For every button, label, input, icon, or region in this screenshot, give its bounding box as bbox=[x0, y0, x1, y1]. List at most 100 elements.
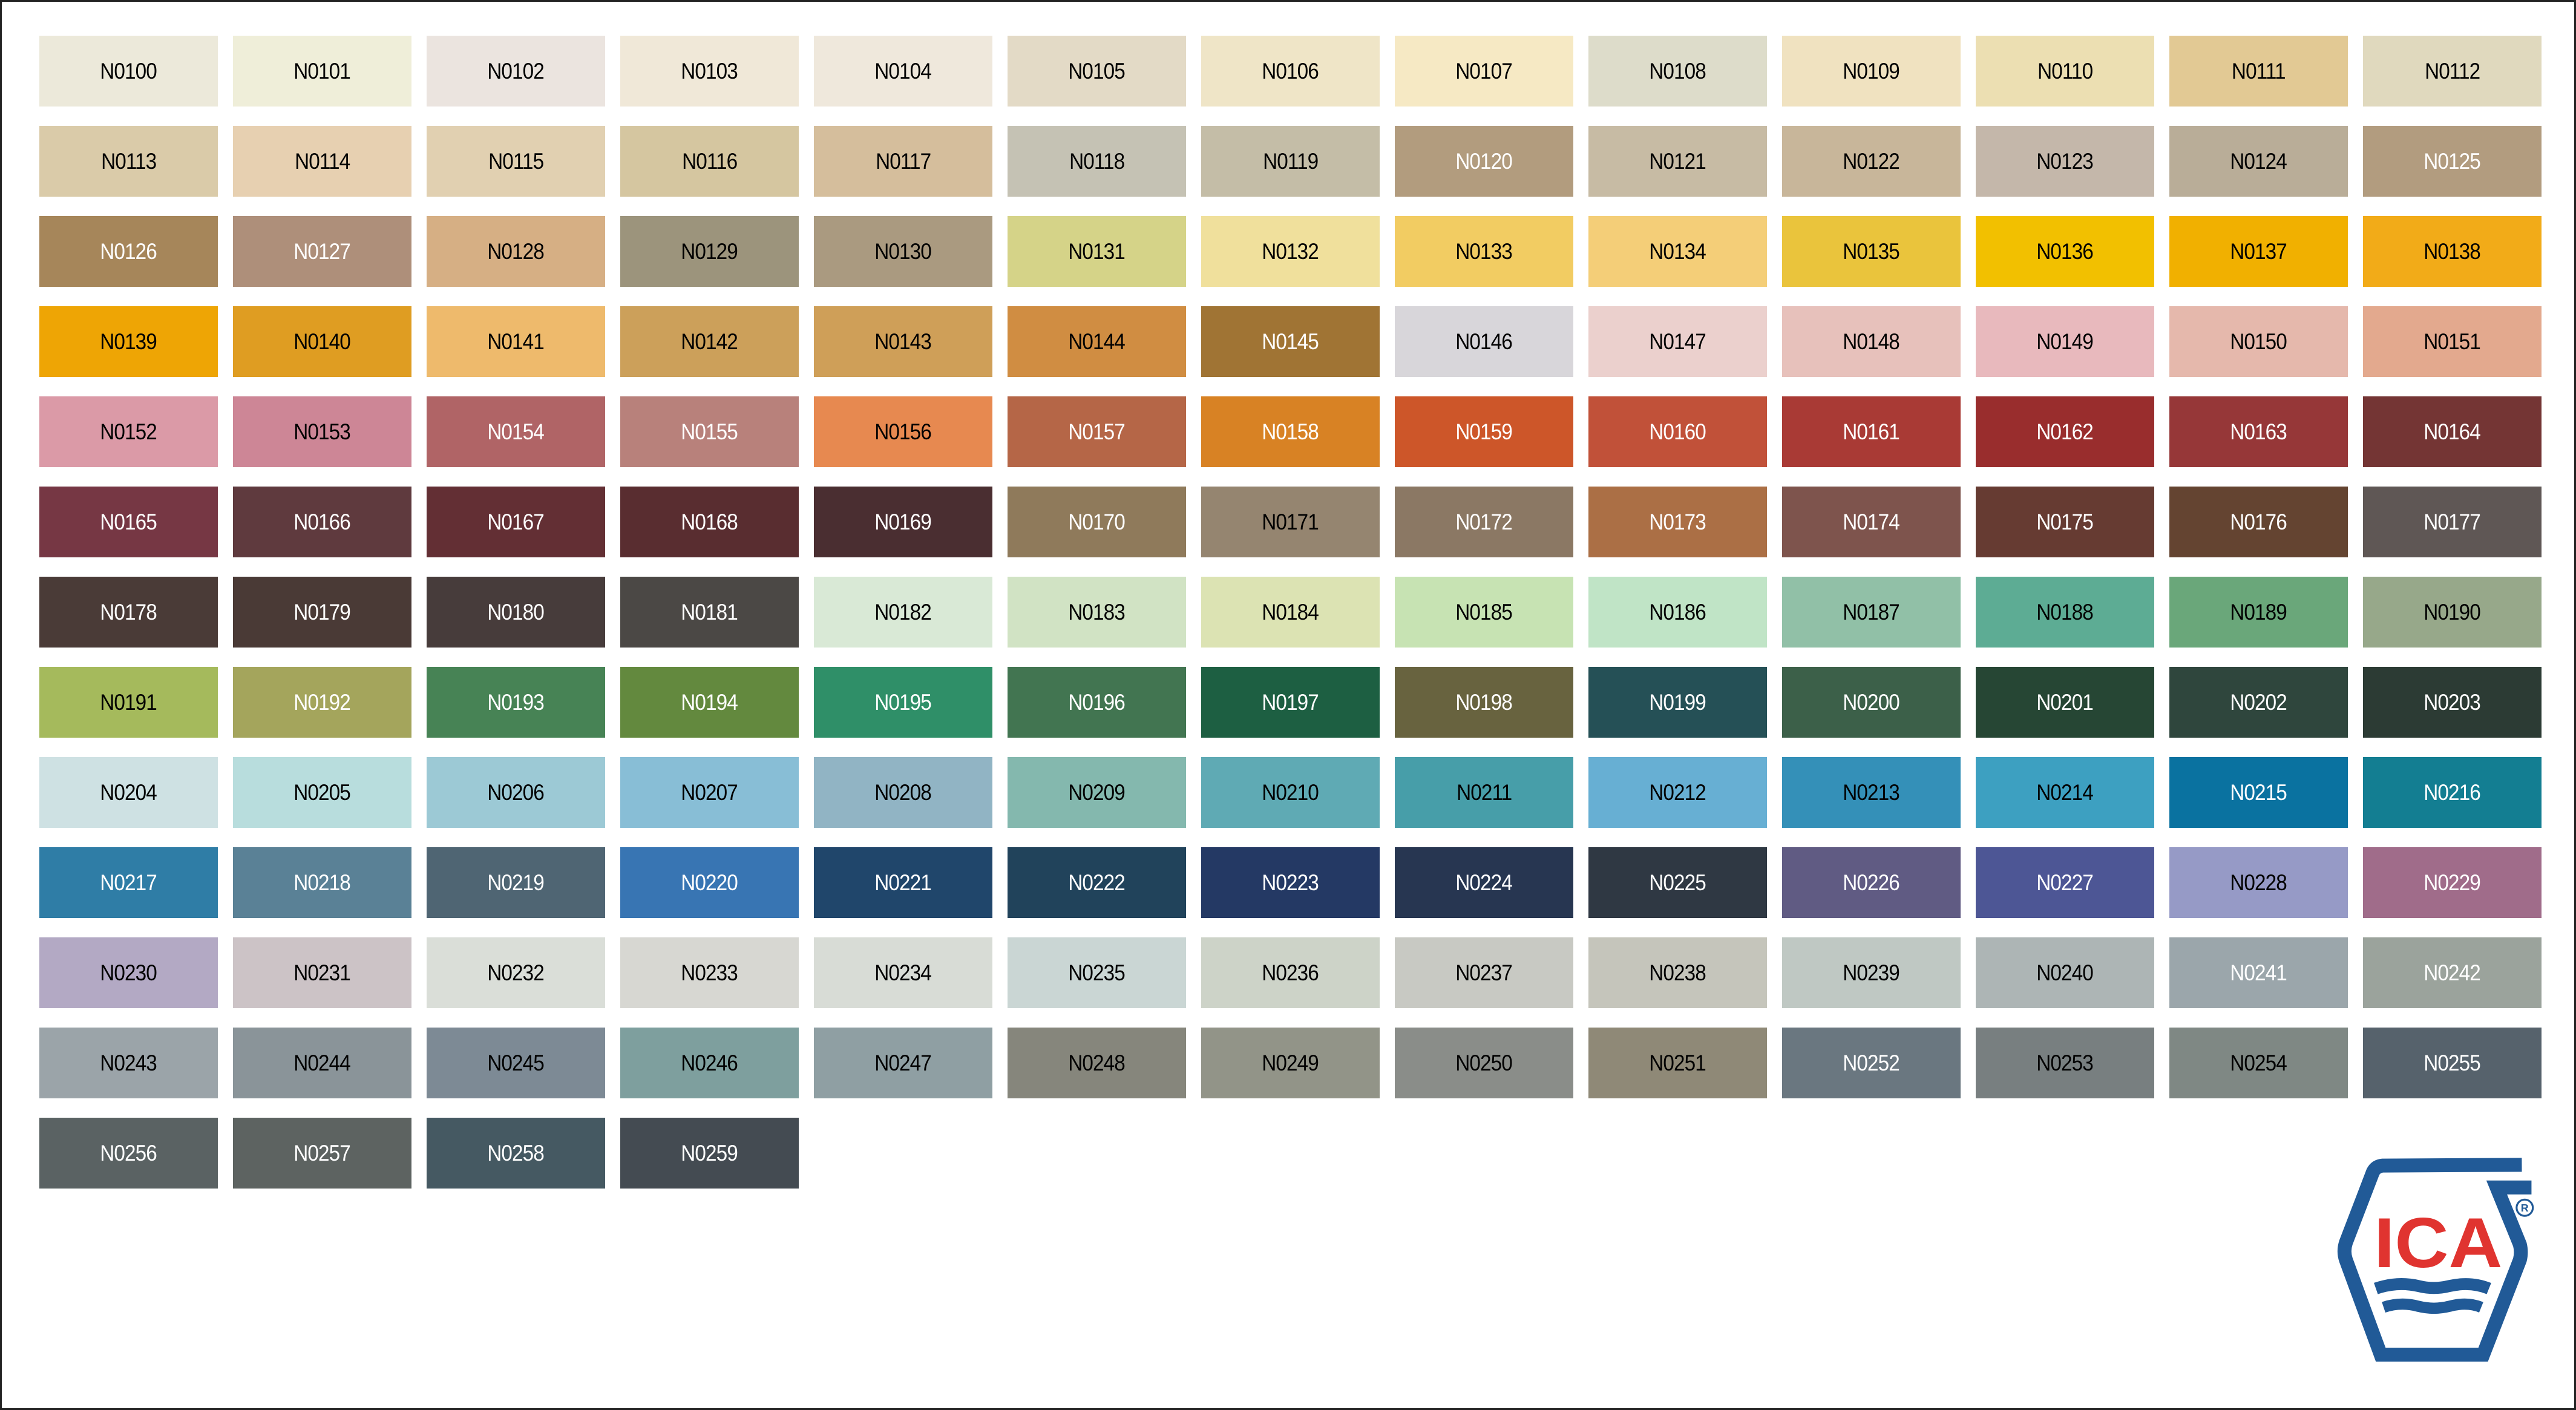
swatch-code: N0245 bbox=[487, 1050, 545, 1075]
color-swatch-n0221: N0221 bbox=[814, 847, 992, 918]
color-swatch-n0130: N0130 bbox=[814, 216, 992, 287]
color-swatch-n0166: N0166 bbox=[233, 487, 411, 557]
swatch-code: N0259 bbox=[681, 1140, 739, 1166]
color-swatch-n0218: N0218 bbox=[233, 847, 411, 918]
swatch-code: N0184 bbox=[1262, 599, 1320, 625]
swatch-code: N0149 bbox=[2036, 329, 2094, 354]
color-swatch-n0254: N0254 bbox=[2169, 1028, 2348, 1098]
color-swatch-n0128: N0128 bbox=[427, 216, 605, 287]
swatch-code: N0139 bbox=[100, 329, 158, 354]
color-swatch-n0230: N0230 bbox=[39, 937, 218, 1008]
color-swatch-n0170: N0170 bbox=[1008, 487, 1186, 557]
color-swatch-n0127: N0127 bbox=[233, 216, 411, 287]
swatch-code: N0177 bbox=[2424, 509, 2482, 534]
swatch-code: N0220 bbox=[681, 870, 739, 895]
swatch-code: N0258 bbox=[487, 1140, 545, 1166]
color-swatch-n0250: N0250 bbox=[1395, 1028, 1573, 1098]
swatch-code: N0237 bbox=[1455, 960, 1513, 985]
swatch-code: N0203 bbox=[2424, 689, 2482, 715]
color-swatch-n0139: N0139 bbox=[39, 306, 218, 377]
swatch-code: N0251 bbox=[1649, 1050, 1707, 1075]
color-swatch-n0162: N0162 bbox=[1976, 396, 2154, 467]
swatch-code: N0207 bbox=[681, 779, 739, 805]
color-swatch-n0119: N0119 bbox=[1201, 126, 1380, 197]
swatch-code: N0113 bbox=[100, 148, 157, 174]
color-swatch-n0154: N0154 bbox=[427, 396, 605, 467]
color-swatch-n0132: N0132 bbox=[1201, 216, 1380, 287]
swatch-code: N0211 bbox=[1456, 779, 1512, 805]
swatch-code: N0227 bbox=[2036, 870, 2094, 895]
swatch-code: N0129 bbox=[681, 238, 739, 264]
swatch-code: N0137 bbox=[2230, 238, 2288, 264]
color-swatch-n0164: N0164 bbox=[2363, 396, 2542, 467]
swatch-code: N0160 bbox=[1649, 419, 1707, 444]
color-swatch-n0203: N0203 bbox=[2363, 667, 2542, 738]
color-swatch-n0192: N0192 bbox=[233, 667, 411, 738]
swatch-code: N0247 bbox=[874, 1050, 932, 1075]
swatch-code: N0213 bbox=[1843, 779, 1901, 805]
swatch-code: N0243 bbox=[100, 1050, 158, 1075]
swatch-code: N0210 bbox=[1262, 779, 1320, 805]
swatch-code: N0173 bbox=[1649, 509, 1707, 534]
color-swatch-n0214: N0214 bbox=[1976, 757, 2154, 828]
color-swatch-n0120: N0120 bbox=[1395, 126, 1573, 197]
color-swatch-n0107: N0107 bbox=[1395, 36, 1573, 107]
swatch-code: N0146 bbox=[1455, 329, 1513, 354]
swatch-code: N0150 bbox=[2230, 329, 2288, 354]
color-swatch-n0232: N0232 bbox=[427, 937, 605, 1008]
swatch-code: N0219 bbox=[487, 870, 545, 895]
swatch-code: N0121 bbox=[1649, 148, 1707, 174]
swatch-code: N0109 bbox=[1843, 58, 1901, 84]
logo-wordmark: ICA bbox=[2374, 1203, 2502, 1282]
swatch-code: N0162 bbox=[2036, 419, 2094, 444]
swatch-code: N0107 bbox=[1455, 58, 1513, 84]
color-swatch-n0239: N0239 bbox=[1782, 937, 1961, 1008]
swatch-code: N0171 bbox=[1262, 509, 1320, 534]
color-swatch-n0108: N0108 bbox=[1588, 36, 1767, 107]
swatch-code: N0179 bbox=[293, 599, 352, 625]
color-swatch-n0200: N0200 bbox=[1782, 667, 1961, 738]
color-swatch-n0137: N0137 bbox=[2169, 216, 2348, 287]
swatch-code: N0255 bbox=[2424, 1050, 2482, 1075]
swatch-code: N0147 bbox=[1649, 329, 1707, 354]
swatch-code: N0202 bbox=[2230, 689, 2288, 715]
color-swatch-n0198: N0198 bbox=[1395, 667, 1573, 738]
color-swatch-n0222: N0222 bbox=[1008, 847, 1186, 918]
swatch-code: N0188 bbox=[2036, 599, 2094, 625]
swatch-code: N0214 bbox=[2036, 779, 2094, 805]
swatch-code: N0174 bbox=[1843, 509, 1901, 534]
color-swatch-n0117: N0117 bbox=[814, 126, 992, 197]
color-swatch-n0174: N0174 bbox=[1782, 487, 1961, 557]
color-swatch-n0118: N0118 bbox=[1008, 126, 1186, 197]
swatch-code: N0233 bbox=[681, 960, 739, 985]
swatch-code: N0143 bbox=[874, 329, 932, 354]
swatch-code: N0248 bbox=[1068, 1050, 1126, 1075]
color-swatch-n0111: N0111 bbox=[2169, 36, 2348, 107]
swatch-code: N0126 bbox=[100, 238, 158, 264]
swatch-code: N0117 bbox=[875, 148, 931, 174]
color-swatch-n0168: N0168 bbox=[620, 487, 799, 557]
color-swatch-n0183: N0183 bbox=[1008, 577, 1186, 648]
color-swatch-n0110: N0110 bbox=[1976, 36, 2154, 107]
ica-logo: ICA R bbox=[2337, 1158, 2534, 1362]
color-swatch-n0249: N0249 bbox=[1201, 1028, 1380, 1098]
swatch-code: N0120 bbox=[1455, 148, 1513, 174]
color-swatch-n0201: N0201 bbox=[1976, 667, 2154, 738]
color-swatch-n0229: N0229 bbox=[2363, 847, 2542, 918]
color-swatch-n0195: N0195 bbox=[814, 667, 992, 738]
color-swatch-n0100: N0100 bbox=[39, 36, 218, 107]
swatch-code: N0123 bbox=[2036, 148, 2094, 174]
swatch-code: N0105 bbox=[1068, 58, 1126, 84]
swatch-code: N0159 bbox=[1455, 419, 1513, 444]
color-swatch-n0126: N0126 bbox=[39, 216, 218, 287]
swatch-code: N0182 bbox=[874, 599, 932, 625]
color-swatch-n0135: N0135 bbox=[1782, 216, 1961, 287]
swatch-code: N0110 bbox=[2037, 58, 2093, 84]
swatch-code: N0144 bbox=[1068, 329, 1126, 354]
color-swatch-n0172: N0172 bbox=[1395, 487, 1573, 557]
swatch-code: N0212 bbox=[1649, 779, 1707, 805]
swatch-code: N0183 bbox=[1068, 599, 1126, 625]
color-swatch-n0167: N0167 bbox=[427, 487, 605, 557]
color-swatch-n0248: N0248 bbox=[1008, 1028, 1186, 1098]
color-swatch-n0149: N0149 bbox=[1976, 306, 2154, 377]
